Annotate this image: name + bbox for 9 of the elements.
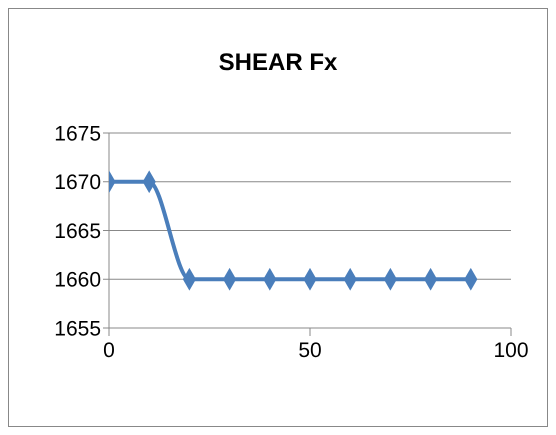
x-tick-label: 50 [298, 338, 322, 362]
y-tick-label: 1660 [54, 268, 101, 292]
y-tick-label: 1655 [54, 317, 101, 340]
y-tick-label: 1665 [54, 220, 101, 243]
x-tick-label: 100 [493, 338, 529, 362]
chart-title: SHEAR Fx [218, 49, 338, 77]
x-tick-label: 0 [103, 338, 115, 362]
y-tick-label: 1670 [54, 171, 101, 194]
y-tick-label: 1675 [54, 122, 101, 146]
